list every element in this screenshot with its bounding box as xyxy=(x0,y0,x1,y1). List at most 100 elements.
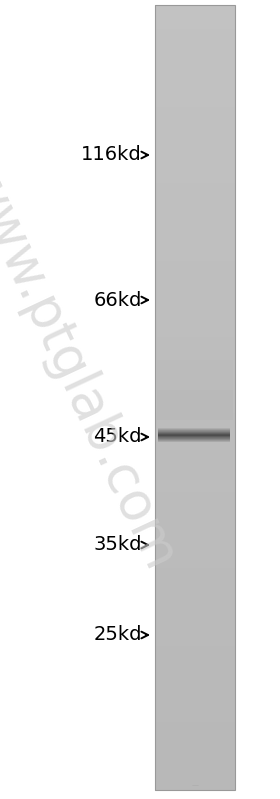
Bar xyxy=(155,380,235,382)
Bar xyxy=(155,481,235,484)
Bar xyxy=(155,753,235,757)
Bar xyxy=(155,491,235,495)
Bar xyxy=(155,722,235,725)
Bar xyxy=(155,31,235,34)
Bar xyxy=(155,193,235,197)
Bar xyxy=(155,290,235,293)
Bar xyxy=(155,709,235,712)
Bar xyxy=(155,526,235,529)
Bar xyxy=(155,476,235,479)
Bar xyxy=(155,154,235,157)
Bar xyxy=(155,73,235,76)
Bar xyxy=(155,5,235,790)
Bar xyxy=(155,452,235,455)
Bar xyxy=(155,113,235,115)
Bar xyxy=(157,450,233,480)
Bar xyxy=(155,332,235,336)
Bar xyxy=(155,60,235,63)
Bar xyxy=(155,698,235,702)
Bar xyxy=(155,515,235,519)
Bar xyxy=(155,15,235,18)
Bar xyxy=(155,439,235,443)
Bar xyxy=(155,123,235,126)
Bar xyxy=(155,628,235,631)
Bar xyxy=(155,682,235,686)
Bar xyxy=(155,351,235,353)
Bar xyxy=(155,288,235,291)
Bar xyxy=(155,165,235,168)
Bar xyxy=(155,368,235,372)
Bar xyxy=(157,360,233,390)
Bar xyxy=(155,105,235,108)
Bar xyxy=(155,240,235,244)
Bar xyxy=(155,686,235,689)
Bar xyxy=(155,659,235,662)
Bar xyxy=(155,311,235,314)
Bar xyxy=(155,209,235,213)
Bar xyxy=(155,444,235,447)
Bar xyxy=(155,649,235,652)
Bar xyxy=(155,10,235,14)
Bar xyxy=(155,447,235,451)
Bar xyxy=(155,575,235,578)
Bar xyxy=(155,298,235,301)
Bar xyxy=(155,408,235,411)
Bar xyxy=(155,128,235,131)
Bar xyxy=(155,610,235,613)
Bar xyxy=(155,251,235,254)
Bar xyxy=(155,280,235,283)
Bar xyxy=(155,141,235,144)
Bar xyxy=(155,26,235,29)
Bar xyxy=(155,620,235,623)
Bar xyxy=(155,466,235,469)
Bar xyxy=(155,21,235,24)
Bar xyxy=(155,107,235,110)
Bar xyxy=(155,745,235,749)
Text: 35kd: 35kd xyxy=(94,535,142,555)
Bar xyxy=(155,138,235,141)
Bar xyxy=(155,199,235,202)
Bar xyxy=(155,717,235,720)
Bar xyxy=(155,468,235,471)
Bar xyxy=(155,212,235,215)
Bar xyxy=(155,495,235,498)
Bar xyxy=(155,415,235,419)
Bar xyxy=(155,596,235,599)
Bar xyxy=(155,782,235,785)
Bar xyxy=(155,44,235,47)
Bar xyxy=(155,348,235,351)
Bar xyxy=(155,175,235,178)
Bar xyxy=(155,591,235,594)
Bar xyxy=(155,335,235,338)
Bar xyxy=(155,473,235,476)
Bar xyxy=(155,688,235,691)
Text: 25kd: 25kd xyxy=(94,626,142,645)
Bar xyxy=(155,285,235,288)
Bar xyxy=(155,316,235,320)
Bar xyxy=(155,565,235,568)
Bar xyxy=(155,361,235,364)
Bar xyxy=(155,502,235,505)
Bar xyxy=(155,460,235,463)
Bar xyxy=(155,761,235,765)
Bar xyxy=(155,539,235,542)
Bar xyxy=(155,694,235,696)
Bar xyxy=(155,248,235,252)
Bar xyxy=(155,463,235,466)
Bar xyxy=(155,39,235,42)
Bar xyxy=(155,364,235,367)
Bar xyxy=(155,37,235,39)
Bar xyxy=(155,612,235,615)
Bar xyxy=(155,81,235,84)
Bar xyxy=(155,547,235,550)
Bar xyxy=(155,633,235,636)
Bar xyxy=(155,549,235,552)
Bar xyxy=(155,173,235,176)
Bar xyxy=(155,345,235,348)
Bar xyxy=(155,510,235,513)
Bar xyxy=(155,23,235,26)
Bar xyxy=(155,696,235,699)
Bar xyxy=(155,5,235,8)
Bar xyxy=(155,13,235,16)
Bar xyxy=(155,741,235,743)
